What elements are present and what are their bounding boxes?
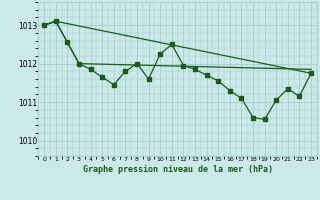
X-axis label: Graphe pression niveau de la mer (hPa): Graphe pression niveau de la mer (hPa) [83, 165, 273, 174]
